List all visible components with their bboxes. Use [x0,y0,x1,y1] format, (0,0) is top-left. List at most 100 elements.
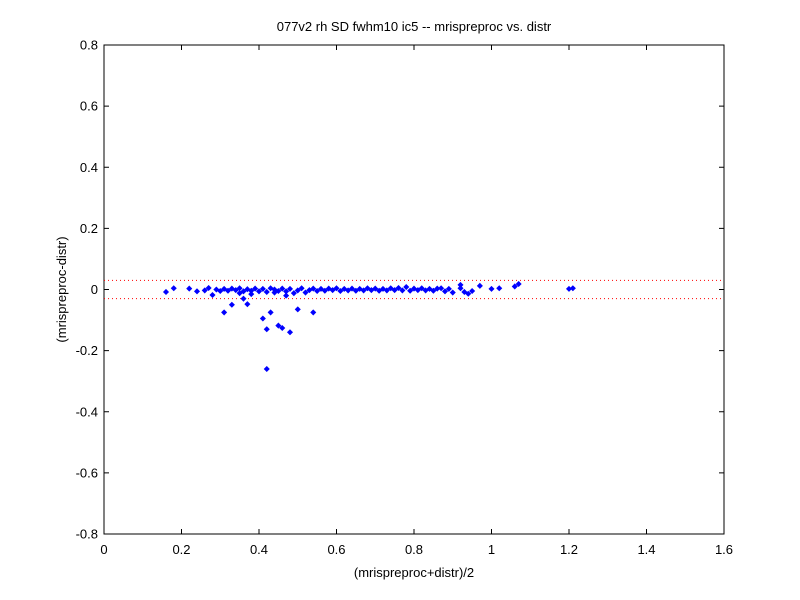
y-tick-label: 0.6 [80,99,98,114]
data-point [205,284,212,291]
y-tick-label: 0.8 [80,38,98,53]
data-point [252,285,259,292]
data-point [259,315,266,322]
data-point [221,309,228,316]
data-point [376,287,383,294]
data-point [430,287,437,294]
data-point [457,281,464,288]
data-point [283,292,290,299]
data-point [426,285,433,292]
data-point [317,285,325,292]
data-point [569,285,576,292]
data-point [360,287,367,294]
data-point [321,287,328,294]
x-tick-label: 0 [100,542,107,557]
data-point [352,287,359,294]
data-point [465,290,472,297]
data-point [469,288,476,295]
data-point [279,324,286,332]
data-point [228,301,235,308]
data-points [162,280,576,372]
data-point [372,285,379,292]
data-point [244,286,251,293]
data-point [387,285,394,292]
data-point [496,285,503,292]
data-point [290,290,297,297]
data-point [457,285,464,292]
data-point [399,287,406,294]
data-point [240,288,247,295]
data-point [259,285,266,292]
data-point [193,288,201,295]
data-point [403,284,410,291]
data-point [445,285,452,292]
data-point [310,309,317,316]
data-point [263,326,270,333]
y-tick-label: -0.6 [76,465,98,480]
x-tick-label: 1.2 [560,542,578,557]
data-point [263,365,270,372]
data-point [449,289,456,296]
data-point [364,285,371,292]
data-point [476,282,483,289]
data-point [286,329,294,336]
data-point [294,306,301,313]
data-point [255,288,263,295]
x-tick-label: 0.8 [405,542,423,557]
data-point [348,285,356,292]
data-point [162,288,170,295]
data-point [275,288,282,295]
data-point [224,287,232,294]
x-axis-ticks: 0 0.2 0.4 0.6 0.8 1 1.2 1.4 1.6 [100,45,733,557]
data-point [383,287,390,294]
x-tick-label: 0.2 [172,542,190,557]
data-point [333,285,340,292]
y-axis-ticks: -0.8 -0.6 -0.4 -0.2 0 0.2 0.4 0.6 0.8 [76,38,724,542]
data-point [414,287,421,294]
data-point [232,287,239,294]
data-point [337,288,344,295]
data-point [438,285,445,292]
data-point [283,288,290,295]
chart-title: 077v2 rh SD fwhm10 ic5 -- mrispreproc vs… [277,19,552,34]
data-point [314,288,321,295]
y-tick-label: 0.4 [80,160,98,175]
data-point [279,285,286,292]
data-point [461,288,468,295]
data-point [236,290,243,297]
data-point [298,285,305,292]
data-point [170,285,177,292]
data-point [395,284,402,291]
data-point [201,287,208,294]
data-point [310,285,317,292]
data-point [515,280,522,288]
data-point [267,309,274,316]
x-tick-label: 1 [488,542,495,557]
data-point [240,295,247,302]
data-point [441,288,449,295]
data-point [244,301,251,308]
x-tick-label: 1.6 [715,542,733,557]
x-tick-label: 0.4 [250,542,268,557]
data-point [263,288,270,295]
y-axis-label: (mrispreproc-distr) [54,236,69,342]
data-point [329,287,336,294]
data-point [391,287,398,294]
data-point [209,291,216,299]
y-tick-label: 0 [91,282,98,297]
y-tick-label: -0.4 [76,404,98,419]
data-point [217,288,224,295]
data-point [186,285,193,292]
data-point [418,285,425,292]
data-point [407,287,414,294]
x-tick-label: 0.6 [327,542,345,557]
y-tick-label: -0.2 [76,343,98,358]
data-point [286,285,294,292]
reference-lines [104,279,724,300]
x-axis-label: (mrispreproc+distr)/2 [354,565,474,580]
data-point [275,322,282,329]
data-point [302,289,309,296]
data-point [488,285,495,292]
data-point [294,287,301,294]
